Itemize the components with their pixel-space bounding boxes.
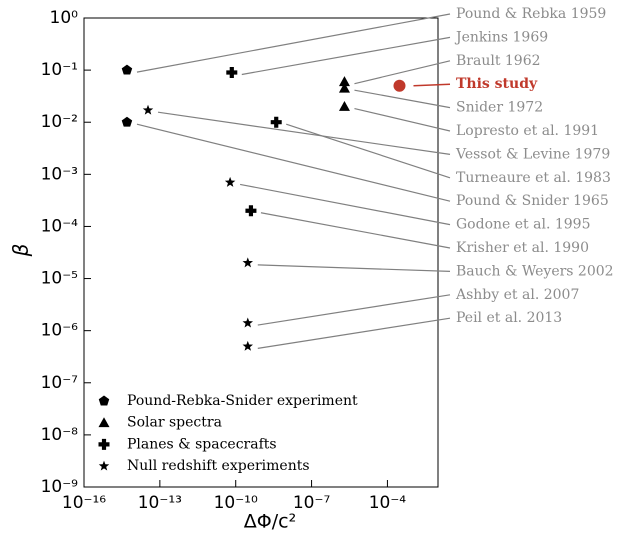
y-tick-label: 10⁻³ (41, 164, 78, 184)
annotation-label: Peil et al. 2013 (456, 310, 562, 326)
legend-marker (98, 460, 110, 471)
annotation-label: Brault 1962 (456, 53, 541, 69)
annotation-label: Jenkins 1969 (454, 29, 548, 45)
data-point (338, 101, 350, 111)
y-tick-label: 10⁻⁸ (41, 425, 79, 445)
y-tick-label: 10⁻⁴ (41, 216, 79, 236)
data-point (226, 66, 238, 78)
x-tick-label: 10⁻¹⁶ (62, 493, 106, 513)
annotation-line (136, 13, 451, 73)
legend-marker (98, 417, 110, 428)
annotation-line (241, 36, 451, 76)
annotation-label: Krisher et al. 1990 (456, 240, 589, 256)
y-tick-label: 10⁻⁵ (41, 269, 78, 289)
x-tick-label: 10⁻⁴ (369, 493, 407, 513)
data-point (338, 76, 350, 87)
x-tick-label: 10⁻⁷ (293, 493, 331, 513)
highlight-point (393, 79, 406, 92)
legend-label: Planes & spacecrafts (127, 436, 277, 452)
y-tick-label: 10⁻² (41, 112, 78, 132)
data-point (121, 116, 133, 127)
annotation-label: Snider 1972 (456, 100, 543, 116)
y-tick-label: 10⁰ (50, 8, 79, 28)
annotation-line (257, 317, 451, 349)
plot-frame (83, 17, 439, 488)
y-axis-label: β (9, 243, 33, 257)
legend-marker (98, 395, 110, 406)
data-point (242, 340, 254, 351)
annotation-line (354, 60, 451, 85)
data-point (242, 317, 254, 328)
annotation-line (354, 89, 451, 109)
annotation-label: Ashby et al. 2007 (455, 287, 579, 303)
annotation-line (413, 83, 451, 87)
data-point (242, 257, 254, 268)
annotation-label: Godone et al. 1995 (456, 217, 590, 233)
data-point (270, 116, 282, 128)
annotation-line (257, 294, 451, 326)
legend-marker (98, 438, 110, 450)
y-tick-label: 10⁻⁷ (41, 373, 79, 393)
annotation-label: Pound & Snider 1965 (456, 193, 609, 209)
x-tick-label: 10⁻¹⁰ (214, 493, 258, 513)
annotation-label: Vessot & Levine 1979 (455, 146, 610, 162)
annotation-line (136, 123, 451, 202)
annotation-label: This study (456, 76, 538, 92)
legend-label: Solar spectra (127, 415, 222, 431)
y-tick-label: 10⁻⁹ (41, 477, 79, 497)
x-axis-label: ΔΦ/c² (244, 511, 296, 533)
annotation-line (260, 212, 451, 249)
legend-label: Null redshift experiments (127, 458, 310, 474)
annotation-line (239, 183, 451, 226)
annotation-line (157, 111, 451, 155)
annotation-label: Turneaure et al. 1983 (456, 170, 611, 186)
annotation-label: Pound & Rebka 1959 (456, 6, 606, 22)
annotation-line (354, 107, 451, 132)
data-point (245, 205, 257, 217)
data-point (338, 82, 350, 93)
y-tick-label: 10⁻⁶ (41, 321, 79, 341)
annotation-line (286, 123, 451, 179)
y-tick-label: 10⁻¹ (41, 60, 78, 80)
x-tick-label: 10⁻¹³ (138, 493, 182, 513)
legend-label: Pound-Rebka-Snider experiment (127, 393, 358, 409)
data-point (121, 64, 133, 75)
data-point (142, 104, 154, 115)
data-point (224, 176, 236, 187)
annotation-line (257, 264, 451, 272)
annotation-label: Lopresto et al. 1991 (456, 123, 599, 139)
annotation-label: Bauch & Weyers 2002 (456, 263, 614, 279)
